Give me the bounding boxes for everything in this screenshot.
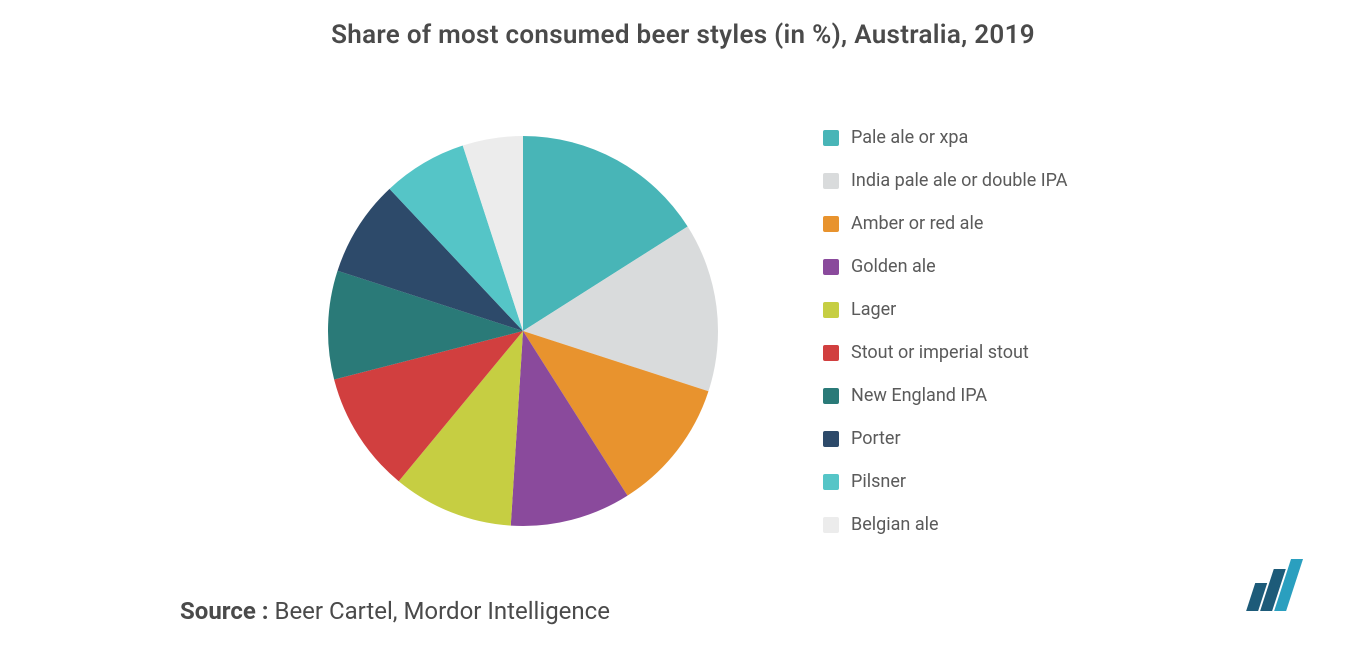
legend-swatch	[823, 474, 839, 490]
legend-swatch	[823, 345, 839, 361]
legend-label: Pilsner	[851, 471, 906, 492]
legend-label: Belgian ale	[851, 514, 939, 535]
chart-container: Share of most consumed beer styles (in %…	[0, 0, 1366, 655]
pie-chart	[323, 131, 723, 531]
source-row: Source : Beer Cartel, Mordor Intelligenc…	[90, 597, 1276, 625]
legend-label: Lager	[851, 299, 896, 320]
chart-body: Pale ale or xpa India pale ale or double …	[90, 75, 1276, 587]
legend-item: Stout or imperial stout	[823, 342, 1103, 363]
legend-swatch	[823, 431, 839, 447]
legend-label: India pale ale or double IPA	[851, 170, 1068, 191]
legend: Pale ale or xpa India pale ale or double …	[823, 127, 1103, 535]
legend-item: Lager	[823, 299, 1103, 320]
legend-item: India pale ale or double IPA	[823, 170, 1103, 191]
legend-item: Pilsner	[823, 471, 1103, 492]
legend-label: Stout or imperial stout	[851, 342, 1029, 363]
legend-item: Golden ale	[823, 256, 1103, 277]
legend-item: Belgian ale	[823, 514, 1103, 535]
legend-item: New England IPA	[823, 385, 1103, 406]
legend-swatch	[823, 130, 839, 146]
legend-item: Amber or red ale	[823, 213, 1103, 234]
legend-swatch	[823, 517, 839, 533]
source-value: Beer Cartel, Mordor Intelligence	[275, 597, 610, 625]
brand-logo	[1246, 556, 1316, 620]
source-text: Source : Beer Cartel, Mordor Intelligenc…	[180, 597, 610, 625]
legend-swatch	[823, 388, 839, 404]
legend-swatch	[823, 173, 839, 189]
legend-label: Pale ale or xpa	[851, 127, 968, 148]
legend-swatch	[823, 302, 839, 318]
legend-swatch	[823, 259, 839, 275]
source-label: Source :	[180, 597, 275, 625]
legend-label: New England IPA	[851, 385, 987, 406]
legend-label: Amber or red ale	[851, 213, 983, 234]
legend-label: Golden ale	[851, 256, 936, 277]
legend-label: Porter	[851, 428, 901, 449]
legend-item: Pale ale or xpa	[823, 127, 1103, 148]
legend-item: Porter	[823, 428, 1103, 449]
chart-title: Share of most consumed beer styles (in %…	[90, 20, 1276, 50]
legend-swatch	[823, 216, 839, 232]
